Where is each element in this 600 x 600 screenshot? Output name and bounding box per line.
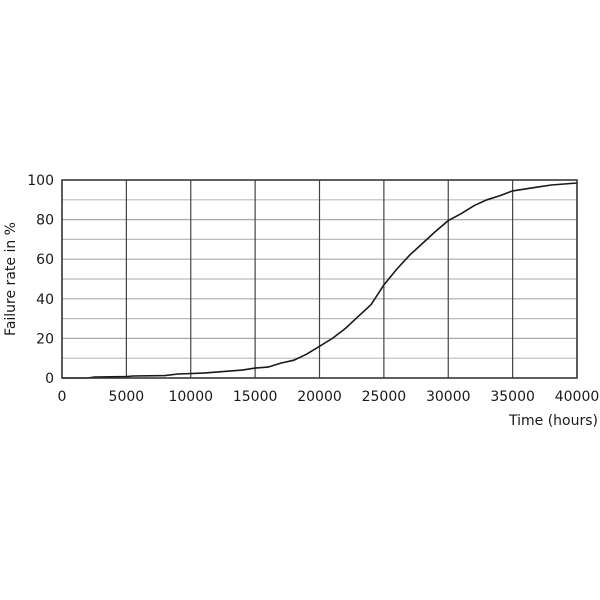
x-tick-label: 0 <box>58 389 67 405</box>
x-tick-label: 30000 <box>426 389 471 405</box>
x-tick-label: 10000 <box>168 389 213 405</box>
x-tick-label: 15000 <box>233 389 278 405</box>
x-tick-label: 5000 <box>109 389 145 405</box>
x-axis-label: Time (hours) <box>508 413 598 429</box>
plot-frame <box>61 179 578 379</box>
y-tick-label: 0 <box>45 371 54 387</box>
y-tick-label: 100 <box>27 173 54 189</box>
y-tick-label: 60 <box>36 252 54 268</box>
x-tick-label: 35000 <box>490 389 535 405</box>
y-tick-label: 40 <box>36 292 54 308</box>
series-line <box>62 182 578 379</box>
x-tick-label: 20000 <box>297 389 342 405</box>
y-tick-label: 80 <box>36 213 54 229</box>
x-tick-label: 25000 <box>362 389 407 405</box>
y-tick-label: 20 <box>36 331 54 347</box>
grid <box>61 179 578 379</box>
y-axis-label: Failure rate in % <box>3 222 19 336</box>
x-tick-label: 40000 <box>555 389 600 405</box>
y-tick-labels: 0 20 40 60 80 100 <box>27 173 54 387</box>
x-tick-labels: 0 5000 10000 15000 20000 25000 30000 35000 40000 <box>58 389 600 405</box>
